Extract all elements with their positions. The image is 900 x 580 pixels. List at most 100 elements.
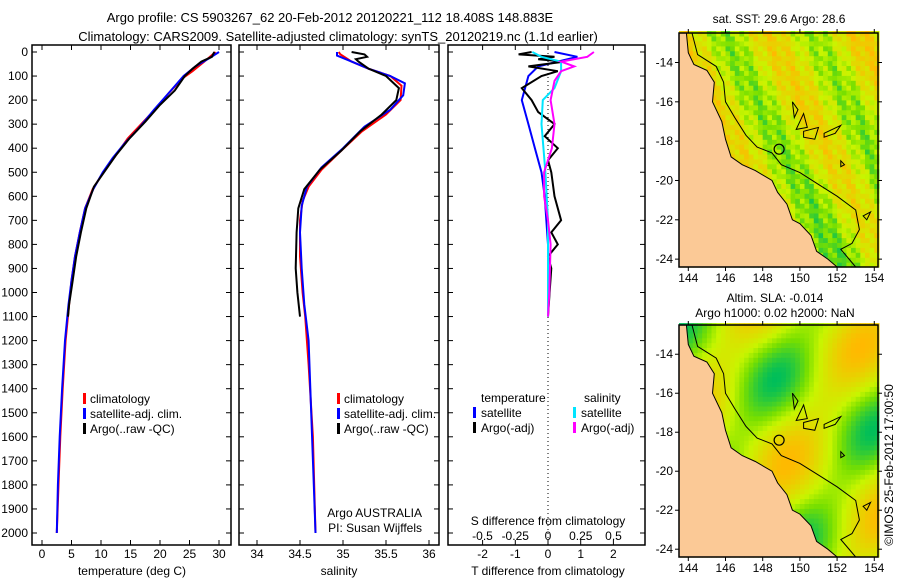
depth-tick-label: 1400 [1,382,28,396]
map-cell [804,80,810,86]
map-cell [860,342,866,348]
map-cell [799,109,806,116]
map-cell [799,75,806,81]
map-cell [795,474,801,480]
map-cell [855,332,861,339]
map-cell [837,139,843,145]
map-cell [860,149,866,155]
map-cell [790,479,796,485]
map-cell [776,85,782,91]
map-cell [744,158,750,165]
map-cell [692,347,699,353]
map-cell [748,85,754,91]
map-cell [799,208,806,214]
map-cell [753,60,759,66]
map-cell [762,444,768,451]
map-cell [865,483,871,490]
map-cell [837,391,843,397]
map-cell [804,208,810,214]
map-cell [851,222,857,229]
map-cell [832,212,838,219]
map-cell [795,109,801,116]
map-cell [809,357,815,363]
map-cell [720,50,726,57]
map-cell [702,327,708,334]
map-cell [776,144,782,150]
map-cell [748,158,754,165]
map-cell [772,342,778,348]
map-cell [827,459,833,465]
map-cell [832,386,838,392]
map-cell [823,391,829,397]
map-cell [772,469,778,475]
map-cell [818,50,824,57]
map-cell [837,454,843,461]
map-cell [809,198,815,204]
map-cell [744,332,750,339]
map-cell [832,474,838,480]
map-cell [855,454,861,461]
map-cell [781,94,787,101]
map-cell [767,168,773,175]
map-cell [795,144,801,150]
depth-tick-label: 600 [8,189,28,203]
map-cell [865,183,871,189]
map-cell [865,188,871,194]
map-cell [813,75,819,81]
map-cell [711,50,717,57]
map-cell [818,227,824,234]
map-cell [767,352,773,358]
map-cell [799,168,806,175]
map-cell [781,474,787,480]
map-cell [776,415,782,422]
map-cell [730,50,736,57]
map-cell [725,104,731,111]
map-cell [762,70,768,76]
map-cell [730,65,736,71]
map-cell [744,430,750,436]
map-cell [865,401,871,407]
map-cell [860,178,866,184]
map-cell [725,425,731,431]
map-cell [869,483,875,490]
map-cell [827,40,833,47]
map-cell [795,212,801,219]
map-cell [799,498,806,504]
map-cell [809,391,815,397]
map-cell [804,188,810,194]
map-cell [827,493,833,500]
map-cell [781,158,787,165]
map-cell [734,60,740,66]
x-tick-label: 25 [183,547,197,561]
map-cell [804,173,810,180]
map-cell [758,129,764,135]
map-cell [869,247,875,253]
map-cell [837,401,843,407]
map-cell [827,449,833,456]
map-cell [818,513,824,519]
map-cell [846,371,852,378]
map-cell [776,124,782,130]
map-cell [758,60,764,66]
map-cell [874,474,880,480]
map-cell [818,114,824,121]
map-cell [809,522,815,529]
map-cell [855,366,861,373]
map-cell [869,237,875,243]
map-cell [851,386,857,392]
map-cell [827,362,833,368]
map-cell [860,40,866,47]
map-cell [841,435,847,441]
map-cell [753,391,759,397]
map-cell [846,163,852,170]
map-cell [772,366,778,373]
map-cell [837,168,843,175]
map-cell [795,405,801,412]
map-cell [730,35,736,42]
map-cell [744,323,750,329]
map-cell [716,75,722,81]
map-cell [804,352,810,358]
map-cell [865,217,871,224]
map-cell [818,357,824,363]
map-cell [753,381,759,387]
